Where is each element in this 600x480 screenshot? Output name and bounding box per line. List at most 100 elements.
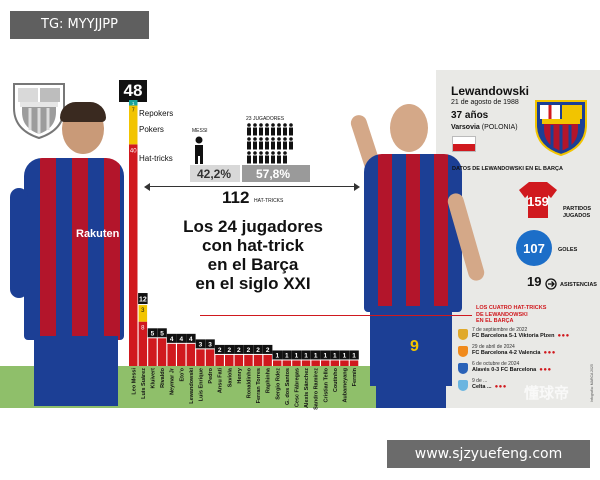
goals-circle (516, 230, 552, 266)
person-icon-head-8 (247, 137, 251, 141)
bar-label-16: G. dos Santos (285, 368, 291, 405)
bar-value-box-18 (301, 350, 311, 360)
title-line-1: Los 24 jugadores (183, 217, 323, 236)
watermark: 懂球帝 (524, 385, 570, 402)
shirt-icon (519, 182, 557, 218)
bar-10 (225, 354, 234, 366)
person-icon-body-4 (271, 127, 275, 136)
messi-shirt (24, 158, 124, 340)
bar-9 (215, 354, 224, 366)
bar-label-4: Neymar Jr (170, 367, 176, 395)
bar-21 (330, 360, 340, 366)
title-line-3: en el Barça (207, 255, 299, 274)
person-icon-head-19 (265, 151, 269, 155)
bar-14 (263, 354, 272, 366)
bar-label-18: Alexis Sánchez (304, 368, 310, 408)
person-icon-head-18 (259, 151, 263, 155)
goal-dots-icon: ●●● (494, 384, 507, 390)
lewandowski-head (390, 104, 428, 152)
bar-value-10: 2 (227, 347, 231, 354)
graphic-credit: Infografía: MARCA 2025 (590, 364, 594, 402)
bar-suarez-pokers-value: 3 (141, 308, 145, 314)
person-icon-head-9 (253, 137, 257, 141)
bar-messi-pokers (129, 105, 138, 145)
barca-crest-right (535, 100, 587, 157)
bar-3 (157, 338, 167, 366)
player-birthplace: Varsovia (POLONIA) (451, 124, 518, 131)
bar-value-3: 5 (160, 330, 164, 337)
bar-value-14: 2 (266, 347, 270, 354)
arrow-head-right (354, 183, 360, 191)
person-icon-head-15 (289, 137, 293, 141)
bar-value-box-20 (320, 350, 330, 360)
person-icon-body-16 (247, 155, 251, 164)
bar-label-5: Eto'o (179, 367, 185, 381)
bar-16 (282, 360, 292, 366)
goal-dots-icon: ●●● (557, 333, 570, 339)
others-pct-bar (242, 165, 310, 182)
bar-messi-hattricks (129, 144, 138, 366)
bar-value-box-9 (214, 344, 225, 354)
person-icon-body-2 (259, 127, 263, 136)
bar-6 (186, 343, 196, 366)
hattrick-item: 9 de ... Celta ... ●●● (458, 378, 598, 395)
bar-label-19: Sandro Ramírez (314, 368, 320, 410)
bar-label-10: Saviola (227, 367, 233, 387)
lewandowski-shorts (370, 306, 452, 386)
bar-value-box-3 (157, 328, 167, 338)
bar-value-box-8 (205, 339, 215, 349)
hattrick-date: 6 de octubre de 2024 (472, 361, 520, 367)
bar-11 (234, 354, 244, 366)
hattrick-item: 7 de septiembre de 2022 FC Barcelona 5-1 … (458, 327, 598, 344)
goals-label: GOLES (558, 247, 578, 253)
bar-value-box-22 (339, 350, 350, 360)
bar-value-box-19 (310, 350, 321, 360)
bar-suarez-pokers (138, 305, 148, 322)
assist-arrow-icon (545, 278, 557, 290)
bar-value-21: 1 (333, 352, 337, 359)
bar-label-8: Pedro (208, 367, 214, 383)
messi-shorts (34, 336, 118, 406)
bar-8 (205, 349, 215, 366)
person-icon-body-5 (277, 127, 281, 136)
goals-value: 107 (523, 241, 545, 256)
hattrick-match: FC Barcelona 5-1 Viktoria Plzen ●●● (472, 333, 570, 339)
legend-repokers: Repokers (139, 109, 174, 118)
bar-suarez-hattricks-value: 8 (141, 326, 145, 332)
hattrick-list: 7 de septiembre de 2022 FC Barcelona 5-1 … (458, 327, 598, 395)
person-icon-body-13 (277, 141, 281, 150)
person-icon-body-15 (289, 141, 293, 150)
club-badge-icon (458, 346, 468, 357)
person-icon-body-12 (271, 141, 275, 150)
bar-2 (148, 338, 157, 366)
bar-label-13: Ferran Torres (256, 368, 262, 403)
bar-value-box-12 (243, 344, 254, 354)
assists-label: ASISTENCIAS (560, 282, 597, 288)
person-icon-body-14 (283, 141, 287, 150)
bar-value-box-2 (147, 328, 158, 338)
bar-suarez-total-box (138, 293, 148, 305)
person-icon-head-13 (277, 137, 281, 141)
bar-label-7: Luis Enrique (198, 368, 204, 401)
bar-label-15: Sergio Rdez (275, 368, 281, 400)
bar-value-box-11 (234, 344, 244, 354)
person-icon-head-0 (247, 123, 251, 127)
title-line-2: con hat-trick (201, 236, 305, 255)
person-icon-head-4 (271, 123, 275, 127)
bar-value-4: 4 (170, 336, 174, 343)
lewandowski-photo: 9 (348, 92, 487, 408)
bar-20 (321, 360, 330, 366)
person-icon-body-19 (265, 155, 269, 164)
bar-value-15: 1 (275, 352, 279, 359)
hattrick-item: 29 de abril de 2024 FC Barcelona 4-2 Vale… (458, 344, 598, 361)
player-name: Lewandowski (451, 84, 530, 98)
lewandowski-socks (376, 384, 446, 408)
hattricks-section-title: LOS CUATRO HAT-TRICKS DE LEWANDOWSKI EN … (476, 305, 547, 324)
bar-value-6: 4 (189, 336, 193, 343)
bar-messi-repokers (129, 100, 138, 106)
person-icon-head-3 (265, 123, 269, 127)
person-icon-body-8 (247, 141, 251, 150)
person-icon-body-22 (283, 155, 287, 164)
bar-label-14: Raphinha (266, 367, 272, 393)
